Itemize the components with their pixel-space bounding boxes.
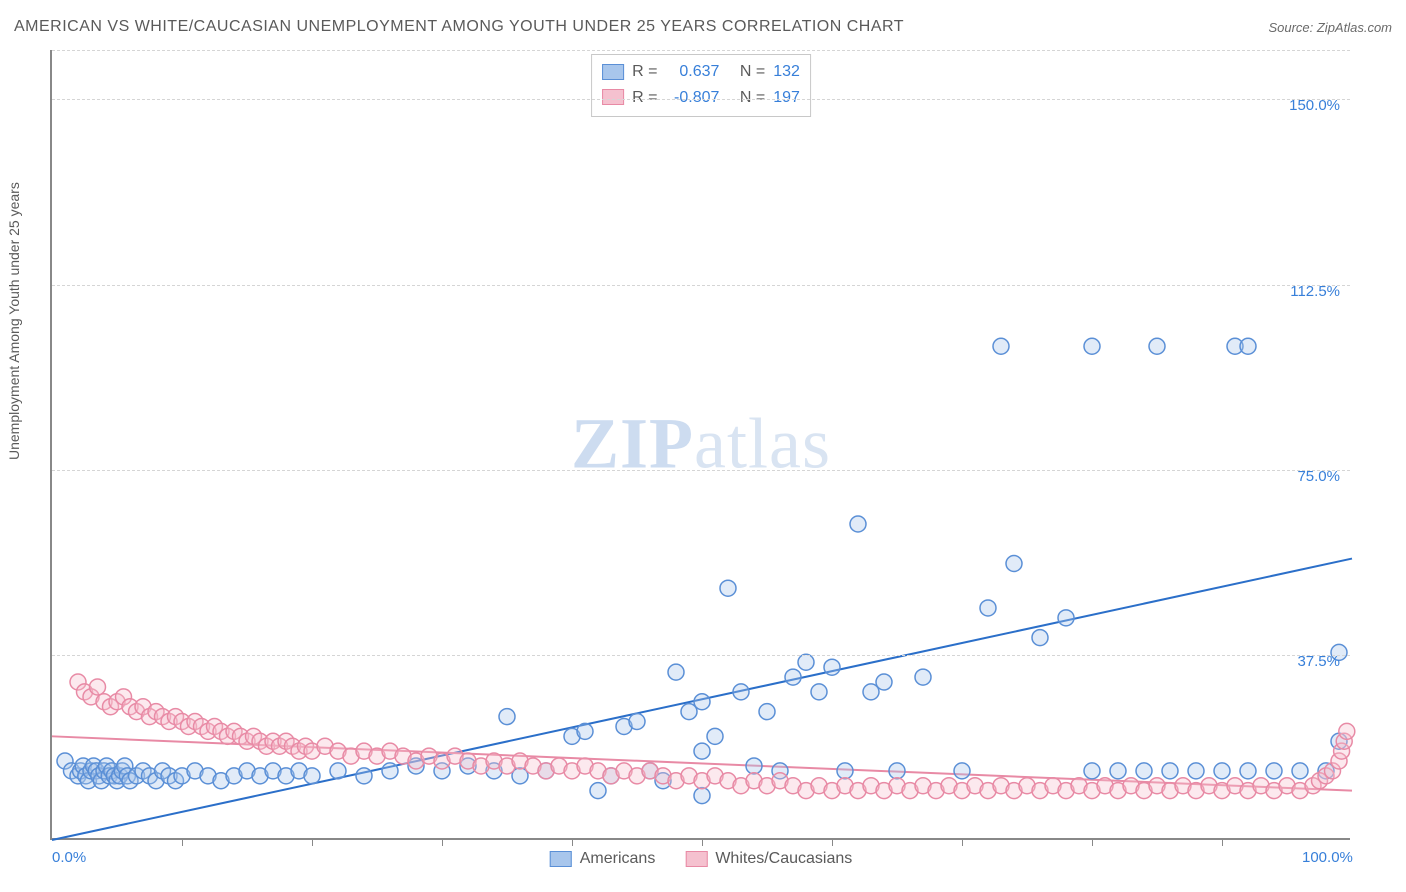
legend-swatch-americans [550, 851, 572, 867]
y-tick-label: 75.0% [1297, 468, 1340, 485]
stats-row-1: R = 0.637 N = 132 [602, 59, 800, 85]
x-tick-label: 0.0% [52, 849, 86, 866]
scatter-point [1058, 610, 1074, 626]
gridline [52, 655, 1350, 656]
scatter-point [733, 684, 749, 700]
swatch-americans [602, 64, 624, 80]
y-tick-label: 112.5% [1290, 283, 1340, 300]
x-tick [182, 838, 183, 846]
scatter-point [811, 684, 827, 700]
scatter-point [720, 580, 736, 596]
scatter-point [1240, 763, 1256, 779]
scatter-point [590, 783, 606, 799]
y-axis-label: Unemployment Among Youth under 25 years [6, 182, 22, 460]
scatter-point [1240, 338, 1256, 354]
scatter-point [759, 704, 775, 720]
scatter-point [1292, 763, 1308, 779]
x-tick [962, 838, 963, 846]
x-tick [1222, 838, 1223, 846]
chart-source: Source: ZipAtlas.com [1268, 20, 1392, 35]
scatter-point [824, 659, 840, 675]
scatter-point [577, 723, 593, 739]
scatter-point [1188, 763, 1204, 779]
n-value-2: 197 [773, 85, 800, 111]
scatter-point [694, 743, 710, 759]
scatter-point [356, 768, 372, 784]
chart-title: AMERICAN VS WHITE/CAUCASIAN UNEMPLOYMENT… [14, 18, 904, 36]
scatter-point [1136, 763, 1152, 779]
scatter-point [798, 654, 814, 670]
r-label-2: R = [632, 85, 657, 111]
x-tick-label: 100.0% [1302, 849, 1353, 866]
correlation-chart: AMERICAN VS WHITE/CAUCASIAN UNEMPLOYMENT… [0, 0, 1406, 892]
scatter-point [889, 763, 905, 779]
y-tick-label: 37.5% [1297, 653, 1340, 670]
scatter-point [1110, 763, 1126, 779]
plot-area: ZIPatlas R = 0.637 N = 132 R = -0.807 N … [50, 50, 1350, 840]
scatter-point [629, 714, 645, 730]
scatter-point [382, 763, 398, 779]
legend-label-americans: Americans [580, 850, 656, 868]
plot-svg [52, 50, 1350, 838]
x-tick [312, 838, 313, 846]
y-tick-label: 150.0% [1289, 97, 1340, 114]
legend-item-whites: Whites/Caucasians [685, 850, 852, 868]
scatter-point [837, 763, 853, 779]
stats-legend: R = 0.637 N = 132 R = -0.807 N = 197 [591, 54, 811, 117]
scatter-point [785, 669, 801, 685]
scatter-point [1214, 763, 1230, 779]
scatter-point [90, 679, 106, 695]
scatter-point [980, 600, 996, 616]
scatter-point [746, 758, 762, 774]
scatter-point [707, 728, 723, 744]
scatter-point [330, 763, 346, 779]
scatter-point [1339, 723, 1355, 739]
scatter-point [304, 768, 320, 784]
r-label-1: R = [632, 59, 657, 85]
scatter-point [993, 338, 1009, 354]
scatter-point [915, 669, 931, 685]
n-label-2: N = [740, 85, 765, 111]
scatter-point [694, 694, 710, 710]
gridline [52, 470, 1350, 471]
gridline [52, 285, 1350, 286]
scatter-point [1149, 338, 1165, 354]
x-tick [572, 838, 573, 846]
n-label-1: N = [740, 59, 765, 85]
scatter-point [850, 516, 866, 532]
legend-label-whites: Whites/Caucasians [715, 850, 852, 868]
scatter-point [954, 763, 970, 779]
r-value-1: 0.637 [665, 59, 719, 85]
scatter-point [694, 788, 710, 804]
scatter-point [1032, 630, 1048, 646]
scatter-point [668, 664, 684, 680]
x-tick [832, 838, 833, 846]
scatter-point [1084, 763, 1100, 779]
scatter-point [1162, 763, 1178, 779]
gridline [52, 50, 1350, 51]
legend-item-americans: Americans [550, 850, 656, 868]
scatter-point [1266, 763, 1282, 779]
x-tick [702, 838, 703, 846]
stats-row-2: R = -0.807 N = 197 [602, 85, 800, 111]
scatter-point [1006, 556, 1022, 572]
swatch-whites [602, 89, 624, 105]
gridline [52, 99, 1350, 100]
n-value-1: 132 [773, 59, 800, 85]
scatter-point [876, 674, 892, 690]
r-value-2: -0.807 [665, 85, 719, 111]
scatter-point [499, 709, 515, 725]
x-tick [442, 838, 443, 846]
legend-swatch-whites [685, 851, 707, 867]
scatter-point [1084, 338, 1100, 354]
bottom-legend: Americans Whites/Caucasians [550, 850, 853, 868]
x-tick [1092, 838, 1093, 846]
